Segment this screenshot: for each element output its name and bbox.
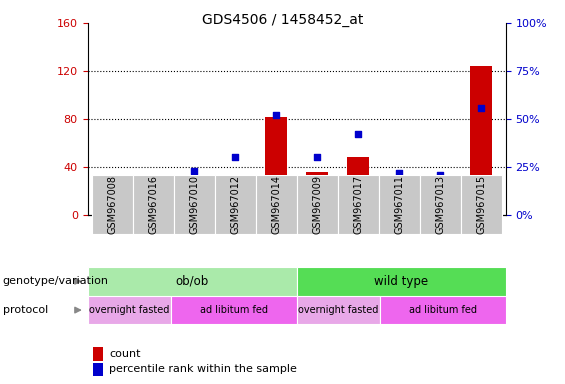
Text: ob/ob: ob/ob — [176, 275, 208, 288]
Text: GSM967008: GSM967008 — [107, 175, 117, 234]
Bar — [470, 66, 492, 215]
Bar — [93, 347, 103, 361]
Text: protocol: protocol — [3, 305, 48, 315]
Point — [231, 154, 240, 161]
Text: GSM967009: GSM967009 — [312, 175, 322, 234]
Bar — [420, 175, 460, 234]
Text: GSM967015: GSM967015 — [476, 175, 486, 234]
Text: overnight fasted: overnight fasted — [89, 305, 170, 315]
Text: overnight fasted: overnight fasted — [298, 305, 379, 315]
Bar — [379, 175, 420, 234]
Point — [476, 104, 485, 111]
Point — [312, 154, 321, 161]
Point — [190, 168, 199, 174]
Text: genotype/variation: genotype/variation — [3, 276, 109, 286]
Text: count: count — [109, 349, 141, 359]
Bar — [297, 296, 380, 324]
Bar — [92, 175, 133, 234]
Text: wild type: wild type — [374, 275, 428, 288]
Bar — [171, 296, 297, 324]
Bar — [183, 200, 206, 215]
Point — [394, 170, 403, 176]
Bar — [297, 175, 338, 234]
Point — [354, 131, 363, 137]
Point — [108, 187, 117, 193]
Bar — [88, 267, 297, 296]
Text: GSM967014: GSM967014 — [271, 175, 281, 234]
Text: ad libitum fed: ad libitum fed — [409, 305, 477, 315]
Text: GSM967013: GSM967013 — [435, 175, 445, 234]
Bar — [255, 175, 297, 234]
Bar — [306, 172, 328, 215]
Bar — [429, 203, 451, 215]
Bar — [101, 212, 123, 215]
Bar — [338, 175, 379, 234]
Bar — [347, 157, 370, 215]
Bar — [297, 267, 506, 296]
Point — [436, 172, 445, 178]
Bar — [173, 175, 215, 234]
Bar — [215, 175, 255, 234]
Bar — [224, 179, 246, 215]
Bar — [142, 212, 164, 215]
Point — [272, 112, 281, 118]
Text: GSM967016: GSM967016 — [148, 175, 158, 234]
Point — [149, 199, 158, 205]
Text: ad libitum fed: ad libitum fed — [200, 305, 268, 315]
Bar — [265, 117, 288, 215]
Text: GSM967010: GSM967010 — [189, 175, 199, 234]
Text: GSM967011: GSM967011 — [394, 175, 404, 234]
Bar — [388, 199, 410, 215]
Text: GSM967012: GSM967012 — [230, 175, 240, 234]
Text: percentile rank within the sample: percentile rank within the sample — [109, 364, 297, 374]
Bar — [380, 296, 506, 324]
Text: GDS4506 / 1458452_at: GDS4506 / 1458452_at — [202, 13, 363, 27]
Bar — [133, 175, 173, 234]
Bar — [460, 175, 502, 234]
Bar — [93, 362, 103, 376]
Bar — [88, 296, 171, 324]
Text: GSM967017: GSM967017 — [353, 175, 363, 234]
